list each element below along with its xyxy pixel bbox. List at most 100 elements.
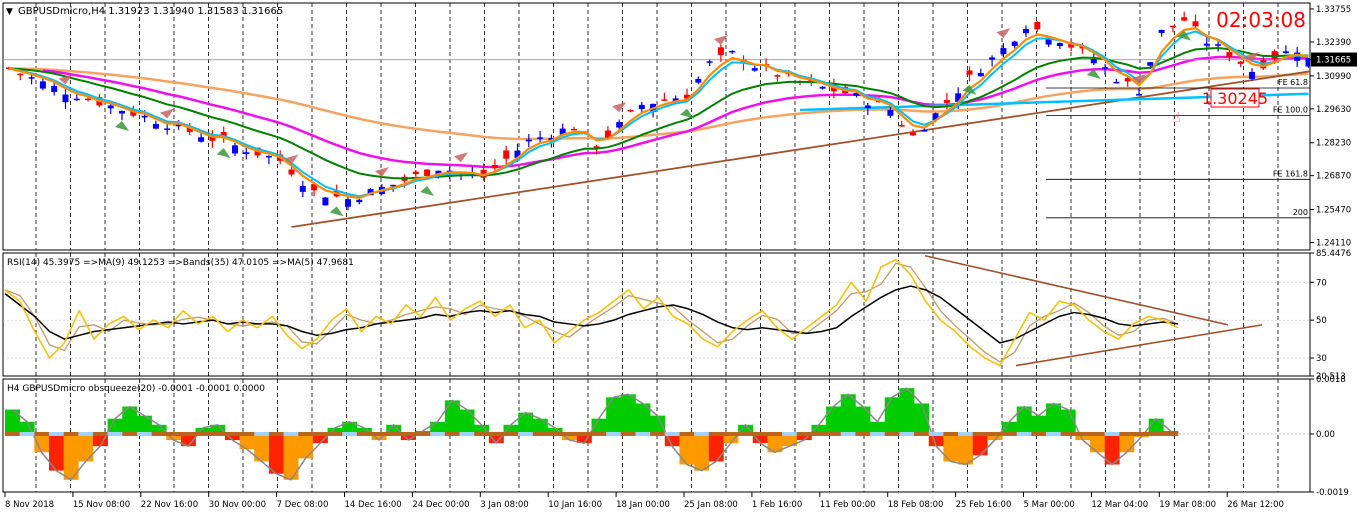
histogram-bar xyxy=(356,427,372,434)
candle-body xyxy=(604,130,611,138)
squeeze-dot xyxy=(239,431,255,436)
candle-body xyxy=(661,99,668,101)
candle-body xyxy=(910,132,916,136)
price-title: GBPUSDmicro,H4 1.31923 1.31940 1.31583 1… xyxy=(18,6,283,17)
buy-arrow-marker xyxy=(329,206,344,217)
candle-body xyxy=(1226,52,1233,58)
price-tick-label: 1.30990 xyxy=(1316,72,1351,82)
squeeze-dot xyxy=(738,431,754,436)
histogram-bar xyxy=(620,394,636,434)
histogram-bar xyxy=(870,421,886,434)
histogram-bar xyxy=(606,397,622,434)
rsi-tick-label: 85.4476 xyxy=(1316,249,1351,259)
histogram-bar xyxy=(151,424,167,434)
squeeze-dot xyxy=(210,431,226,436)
histogram-bar xyxy=(752,433,768,444)
time-tick-label: 5 Mar 00:00 xyxy=(1024,500,1075,510)
histogram-bar xyxy=(474,424,490,434)
sell-arrow-marker xyxy=(160,108,175,119)
candle-body xyxy=(1305,58,1310,67)
squeeze-dot xyxy=(136,431,152,436)
histogram-bar xyxy=(195,427,211,434)
histogram-bar xyxy=(283,433,299,480)
squeeze-dot xyxy=(283,431,299,436)
magenta-moving-average xyxy=(42,55,1309,169)
candle-body xyxy=(1000,48,1007,55)
squeeze-dot xyxy=(400,431,416,436)
squeeze-dot xyxy=(1060,431,1076,436)
price-callout: 1.30245 xyxy=(1202,88,1268,108)
histogram-bar xyxy=(312,433,328,444)
squeeze-dot xyxy=(591,431,607,436)
candle-body xyxy=(107,105,114,109)
candle-body xyxy=(1056,43,1063,46)
buy-arrow-marker xyxy=(1086,69,1101,80)
candle-body xyxy=(345,199,351,207)
squeeze-dot xyxy=(635,431,651,436)
histogram-bar xyxy=(1016,406,1032,434)
time-tick-label: 26 Mar 12:00 xyxy=(1227,500,1284,510)
time-tick-label: 1 Feb 16:00 xyxy=(752,500,802,510)
candle-body xyxy=(299,185,306,192)
histogram-bar xyxy=(78,433,94,462)
time-tick-label: 25 Jan 08:00 xyxy=(684,500,738,510)
histogram-bar xyxy=(254,433,270,462)
squeeze-dot xyxy=(356,431,372,436)
candle-body xyxy=(977,73,984,77)
candle-body xyxy=(684,94,690,99)
candle-body xyxy=(1203,43,1210,46)
squeeze-dot xyxy=(1002,431,1018,436)
support-trend-line xyxy=(291,70,1310,228)
time-tick-label: 30 Nov 00:00 xyxy=(209,500,266,510)
time-tick-label: 22 Nov 16:00 xyxy=(141,500,198,510)
sell-arrow-marker xyxy=(612,102,627,113)
squeeze-histogram xyxy=(5,387,1179,481)
price-panel[interactable] xyxy=(2,2,1311,251)
fib-level-label: 200 xyxy=(1293,208,1308,217)
squeeze-dot xyxy=(78,431,94,436)
candle-body xyxy=(819,86,826,89)
histogram-bar xyxy=(987,433,1003,441)
histogram-bar xyxy=(767,433,783,453)
squeeze-dot xyxy=(811,431,827,436)
fibonacci-levels: FE 61.8 FE 100.0 FE 161.8 200 xyxy=(1046,78,1310,219)
time-tick-label: 18 Feb 08:00 xyxy=(888,500,944,510)
histogram-bar xyxy=(899,388,915,434)
squeeze-dot xyxy=(1046,431,1061,436)
histogram-bar xyxy=(855,406,871,434)
histogram-bar xyxy=(239,433,255,450)
squeeze-dot xyxy=(415,431,431,436)
histogram-bar xyxy=(958,433,974,465)
candle-body xyxy=(367,189,374,196)
histogram-bar xyxy=(547,427,563,434)
buy-arrow-marker xyxy=(962,84,977,95)
price-tick-label: 1.31665 xyxy=(1316,56,1351,66)
squeeze-dot xyxy=(987,431,1003,436)
candle-body xyxy=(232,145,238,154)
squeeze-dot xyxy=(855,431,871,436)
candle-body xyxy=(1113,81,1120,84)
histogram-bar xyxy=(738,424,754,434)
squeeze-dot xyxy=(914,431,930,436)
buy-arrow-marker xyxy=(680,108,694,119)
histogram-bar xyxy=(972,433,988,456)
rsi-panel[interactable] xyxy=(2,252,1311,377)
chart-menu-icon[interactable]: ▼ xyxy=(6,7,13,17)
histogram-bar xyxy=(635,403,651,434)
histogram-bar xyxy=(782,433,798,447)
squeeze-dot xyxy=(371,431,387,436)
candle-body xyxy=(548,138,555,141)
candle-body xyxy=(356,199,363,203)
rsi-line xyxy=(4,258,1179,367)
rsi-lower-trend-line xyxy=(1015,324,1263,367)
squeeze-dot xyxy=(1148,431,1164,436)
buy-arrow-marker xyxy=(216,148,231,159)
candle-body xyxy=(6,67,12,69)
squeeze-dot xyxy=(166,431,182,436)
histogram-bar xyxy=(1060,409,1076,434)
histogram-bar xyxy=(386,424,402,434)
candle-body xyxy=(209,136,216,141)
candle-body xyxy=(989,57,996,60)
fib-level-label: FE 161.8 xyxy=(1273,169,1308,178)
